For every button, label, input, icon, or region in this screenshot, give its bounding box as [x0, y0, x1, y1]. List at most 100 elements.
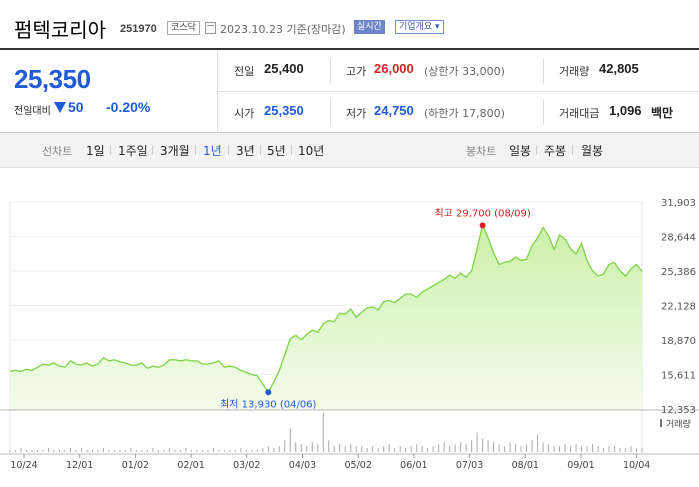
- y-tick-label: 28,644: [661, 233, 696, 244]
- divider: [330, 58, 331, 84]
- separator: [536, 145, 537, 155]
- volume-bar: [86, 450, 88, 452]
- low-value: 24,750: [374, 103, 414, 118]
- volume-bar: [245, 450, 247, 452]
- volume-bar: [438, 444, 440, 452]
- period-1d[interactable]: 1일: [86, 144, 105, 158]
- volume-value: 42,805: [599, 61, 639, 76]
- prev-close-label: 전일: [234, 65, 255, 78]
- volume-bar: [322, 413, 324, 452]
- volume-bar: [427, 448, 429, 452]
- volume-bar: [564, 444, 566, 452]
- volume-bar: [311, 442, 313, 452]
- volume-bar: [284, 440, 286, 452]
- volume-bar: [559, 446, 561, 452]
- volume-bar: [190, 450, 192, 452]
- x-tick-label: 09/01: [567, 460, 594, 471]
- period-1w[interactable]: 1주일: [118, 144, 148, 158]
- volume-bar: [625, 448, 627, 452]
- volume-bar: [476, 432, 478, 452]
- volume-bar: [135, 450, 137, 452]
- x-tick-label: 10/04: [623, 460, 650, 471]
- low-cell: 저가 24,750 (하한가 17,800): [330, 92, 543, 133]
- prev-close-value: 25,400: [264, 61, 304, 76]
- volume-bar: [366, 448, 368, 452]
- volume-bar: [608, 446, 610, 452]
- stock-name: 펌텍코리아: [14, 18, 106, 42]
- volume-bar: [207, 450, 209, 452]
- quote-date: 2023.10.23 기준(장마감): [220, 23, 346, 36]
- volume-bar: [328, 440, 330, 452]
- period-5y[interactable]: 5년: [267, 144, 286, 158]
- x-tick-label: 02/01: [177, 460, 204, 471]
- high-cell: 고가 26,000 (상한가 33,000): [330, 50, 543, 91]
- volume-bar: [113, 450, 115, 452]
- volume-bar: [405, 448, 407, 452]
- volume-bar: [597, 446, 599, 452]
- volume-bar: [218, 450, 220, 452]
- volume-bar: [388, 444, 390, 452]
- price-chart[interactable]: 31,903 28,644 25,386 22,128 18,870 15,611 12,3…: [0, 168, 699, 487]
- open-value: 25,350: [264, 103, 304, 118]
- separator: [228, 145, 229, 155]
- volume-bar: [515, 444, 517, 452]
- volume-bar: [256, 450, 258, 452]
- price-area: [10, 225, 642, 409]
- y-tick-label: 18,870: [661, 336, 696, 347]
- volume-bar: [377, 448, 379, 452]
- volume-bar: [212, 448, 214, 452]
- volume-bar: [465, 444, 467, 452]
- volume-bar: [295, 442, 297, 452]
- period-1y[interactable]: 1년: [203, 144, 222, 158]
- volume-bar: [25, 450, 27, 452]
- trading-value-label: 거래대금: [559, 107, 600, 120]
- separator: [572, 145, 573, 155]
- low-label: 저가: [346, 107, 367, 120]
- volume-bar: [570, 446, 572, 452]
- candle-daily[interactable]: 일봉: [509, 144, 532, 158]
- candle-monthly[interactable]: 월봉: [581, 144, 604, 158]
- x-tick-label: 06/01: [400, 460, 427, 471]
- volume-bar: [630, 446, 632, 452]
- y-tick-label: 12,353: [661, 405, 696, 416]
- volume-bar: [581, 446, 583, 452]
- volume-bar: [372, 446, 374, 452]
- prev-close-cell: 전일 25,400: [218, 50, 330, 91]
- x-tick-label: 08/01: [512, 460, 539, 471]
- volume-bar: [350, 444, 352, 452]
- x-tick-label: 07/03: [456, 460, 483, 471]
- volume-bar: [487, 440, 489, 452]
- y-tick-label: 31,903: [661, 198, 696, 209]
- volume-bar: [531, 440, 533, 452]
- volume-bar: [157, 450, 159, 452]
- volume-bar: [636, 448, 638, 452]
- down-triangle-icon: [54, 102, 66, 113]
- volume-bar: [421, 446, 423, 452]
- volume-bar: [80, 448, 82, 452]
- volume-label: 거래량: [559, 65, 590, 78]
- divider: [543, 58, 544, 84]
- calendar-icon: [205, 22, 216, 34]
- price-line: [9, 223, 643, 394]
- volume-bar: [223, 450, 225, 452]
- volume-bar: [262, 448, 264, 452]
- volume-bar: [75, 450, 77, 452]
- period-3m[interactable]: 3개월: [160, 144, 190, 158]
- candle-weekly[interactable]: 주봉: [544, 144, 567, 158]
- volume-cell: 거래량 42,805: [543, 50, 699, 91]
- volume-bar: [416, 444, 418, 452]
- volume-bar: [108, 450, 110, 452]
- company-overview-dropdown[interactable]: 기업개요 ▾: [395, 20, 444, 34]
- volume-bar: [339, 444, 341, 452]
- volume-bar: [179, 450, 181, 452]
- realtime-button[interactable]: 실시간: [354, 20, 385, 34]
- volume-bar: [174, 450, 176, 452]
- divider: [218, 91, 699, 92]
- volume-bar: [355, 446, 357, 452]
- volume-bar: [548, 444, 550, 452]
- volume-bar: [394, 448, 396, 452]
- volume-bar: [542, 442, 544, 452]
- period-10y[interactable]: 10년: [298, 144, 325, 158]
- volume-bar: [443, 442, 445, 452]
- period-3y[interactable]: 3년: [236, 144, 255, 158]
